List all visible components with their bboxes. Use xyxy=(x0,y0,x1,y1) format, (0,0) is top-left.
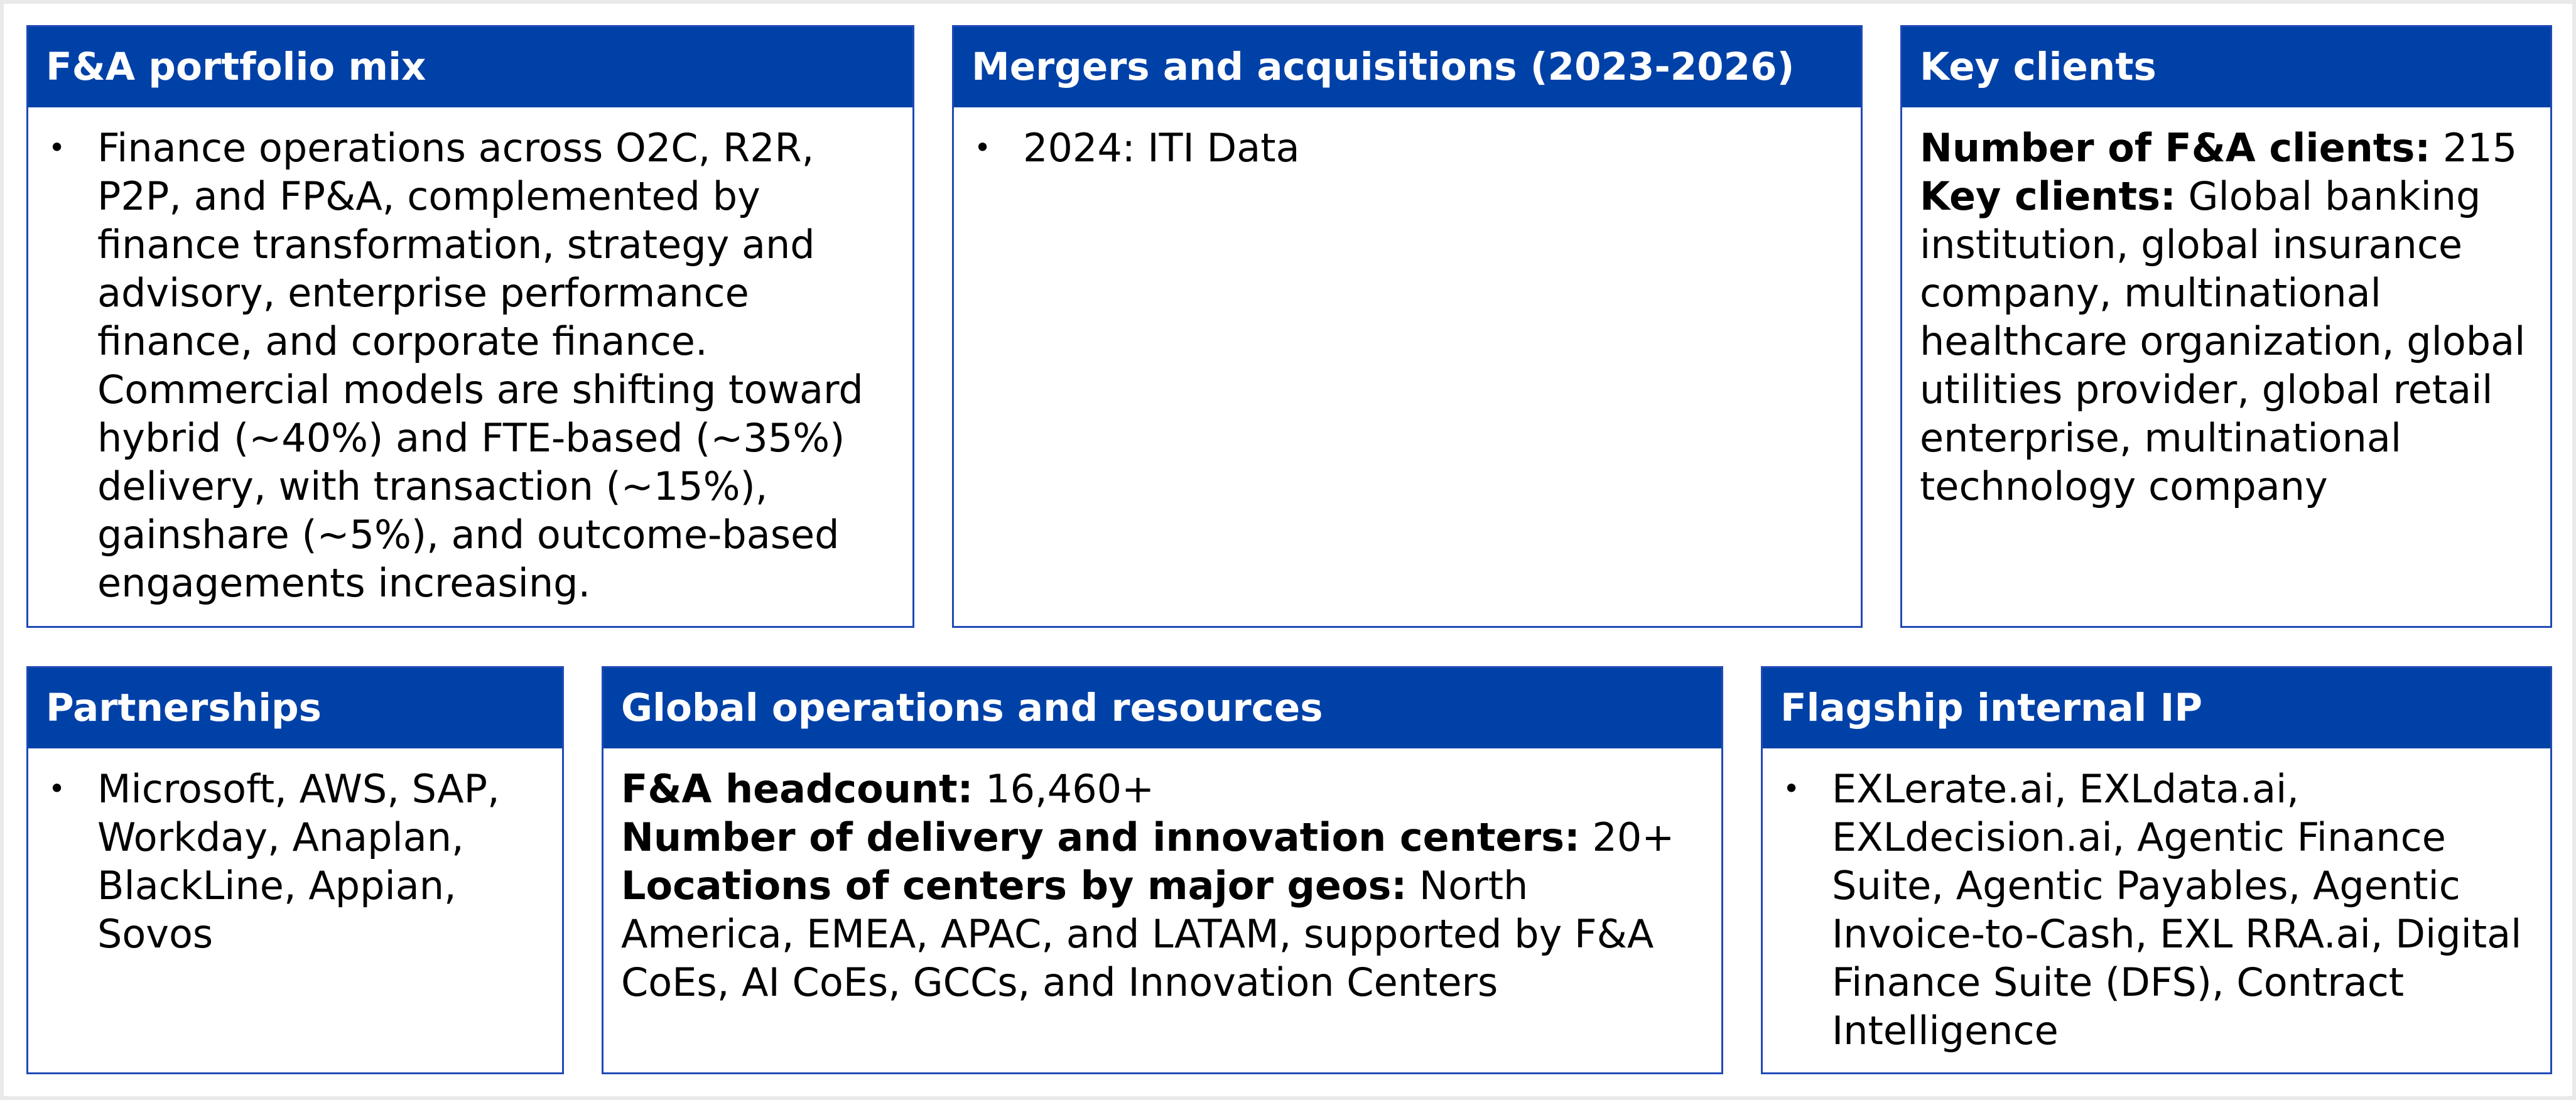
centers-label: Number of delivery and innovation center… xyxy=(621,814,1580,860)
list-item: 2024: ITI Data xyxy=(971,124,1848,172)
headcount-value: 16,460+ xyxy=(973,766,1155,812)
list-item: Microsoft, AWS, SAP, Workday, Anaplan, B… xyxy=(46,765,549,958)
centers-value: 20+ xyxy=(1579,814,1675,860)
centers-line: Number of delivery and innovation center… xyxy=(621,813,1709,861)
portfolio-mix-title: F&A portfolio mix xyxy=(28,27,912,107)
portfolio-mix-body: Finance operations across O2C, R2R, P2P,… xyxy=(28,107,912,607)
flagship-ip-list: EXLerate.ai, EXLdata.ai, EXLdecision.ai,… xyxy=(1780,765,2538,1055)
client-count-line: Number of F&A clients: 215 xyxy=(1920,124,2538,172)
key-clients-value: Global banking institution, global insur… xyxy=(1920,173,2526,509)
key-clients-body: Number of F&A clients: 215 Key clients: … xyxy=(1902,107,2550,510)
global-operations-body: F&A headcount: 16,460+ Number of deliver… xyxy=(603,748,1721,1006)
mergers-list: 2024: ITI Data xyxy=(971,124,1848,172)
global-operations-panel: Global operations and resources F&A head… xyxy=(602,666,1723,1074)
locations-label: Locations of centers by major geos: xyxy=(621,863,1407,909)
partnerships-panel: Partnerships Microsoft, AWS, SAP, Workda… xyxy=(26,666,564,1074)
key-clients-label: Key clients: xyxy=(1920,173,2176,219)
partnerships-body: Microsoft, AWS, SAP, Workday, Anaplan, B… xyxy=(28,748,562,958)
partnerships-list: Microsoft, AWS, SAP, Workday, Anaplan, B… xyxy=(46,765,549,958)
key-clients-line: Key clients: Global banking institution,… xyxy=(1920,172,2538,510)
headcount-label: F&A headcount: xyxy=(621,766,973,812)
partnerships-title: Partnerships xyxy=(28,668,562,748)
client-count-label: Number of F&A clients: xyxy=(1920,125,2431,171)
portfolio-mix-list: Finance operations across O2C, R2R, P2P,… xyxy=(46,124,900,607)
client-count-value: 215 xyxy=(2430,125,2518,171)
flagship-ip-title: Flagship internal IP xyxy=(1763,668,2550,748)
flagship-ip-body: EXLerate.ai, EXLdata.ai, EXLdecision.ai,… xyxy=(1763,748,2550,1055)
key-clients-panel: Key clients Number of F&A clients: 215 K… xyxy=(1900,25,2552,628)
mergers-body: 2024: ITI Data xyxy=(954,107,1861,172)
list-item: Finance operations across O2C, R2R, P2P,… xyxy=(46,124,900,607)
key-clients-title: Key clients xyxy=(1902,27,2550,107)
portfolio-mix-panel: F&A portfolio mix Finance operations acr… xyxy=(26,25,914,628)
mergers-title: Mergers and acquisitions (2023-2026) xyxy=(954,27,1861,107)
flagship-ip-panel: Flagship internal IP EXLerate.ai, EXLdat… xyxy=(1761,666,2552,1074)
locations-value: North America, EMEA, APAC, and LATAM, su… xyxy=(621,863,1654,1005)
locations-line: Locations of centers by major geos: Nort… xyxy=(621,861,1709,1006)
mergers-panel: Mergers and acquisitions (2023-2026) 202… xyxy=(952,25,1863,628)
headcount-line: F&A headcount: 16,460+ xyxy=(621,765,1709,813)
global-operations-title: Global operations and resources xyxy=(603,668,1721,748)
list-item: EXLerate.ai, EXLdata.ai, EXLdecision.ai,… xyxy=(1780,765,2538,1055)
